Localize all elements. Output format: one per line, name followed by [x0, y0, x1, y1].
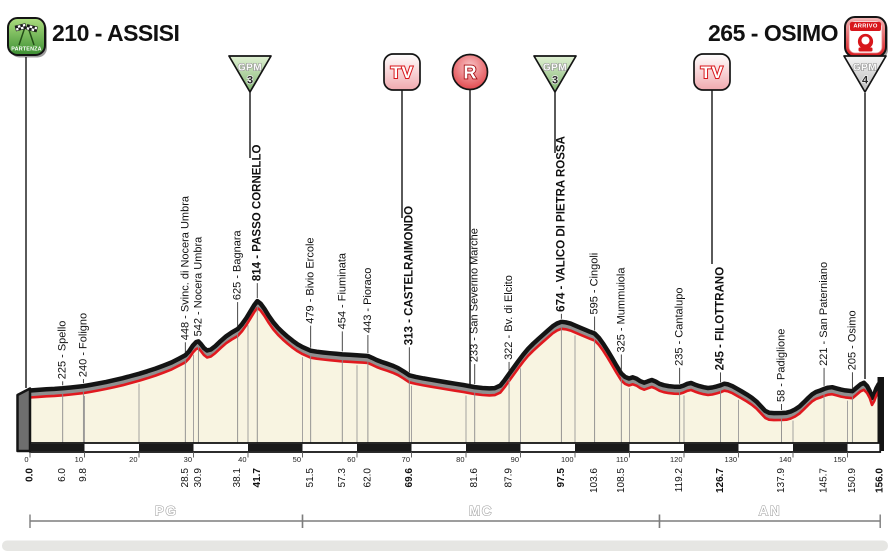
svg-text:97.5: 97.5 [556, 468, 567, 488]
feed-zone-icon: R [451, 53, 489, 91]
svg-text:30: 30 [184, 455, 192, 464]
svg-text:80: 80 [456, 455, 464, 464]
svg-text:130: 130 [724, 455, 737, 464]
waypoint-label: 240 - Foligno [77, 313, 89, 377]
svg-text:150.9: 150.9 [847, 468, 858, 493]
waypoint-label: 454 - Fiuminata [336, 252, 348, 329]
svg-text:9.8: 9.8 [78, 468, 89, 482]
waypoint-label: 221 - San Paterniano [818, 262, 830, 366]
svg-text:51.5: 51.5 [305, 468, 316, 488]
region-label: AN [759, 504, 782, 519]
waypoint-label: 625 - Bagnara [232, 229, 244, 300]
region-spans: PG MC AN [29, 503, 881, 528]
waypoint-label: 595 - Cingoli [589, 253, 601, 315]
waypoint-label: 674 - VALICO DI PIETRA ROSSA [555, 136, 567, 312]
svg-text:20: 20 [129, 455, 137, 464]
tv-icon: TV [383, 53, 421, 91]
svg-text:28.5: 28.5 [180, 468, 191, 488]
svg-text:41.7: 41.7 [252, 468, 263, 488]
partenza-icon: PARTENZA [7, 17, 47, 58]
km-value-labels: 0.0 6.0 9.8 28.5 30.9 38.1 41.7 51.5 57.3 62.0 69.… [25, 468, 886, 493]
svg-text:4: 4 [862, 75, 869, 87]
km-ruler: 0 10 20 30 40 50 60 70 80 90 100 110 120 130 140 150 [24, 442, 882, 464]
svg-text:PARTENZA: PARTENZA [11, 47, 42, 53]
svg-text:3: 3 [247, 75, 253, 87]
svg-text:50: 50 [293, 455, 301, 464]
svg-text:30.9: 30.9 [193, 468, 204, 488]
svg-text:57.3: 57.3 [337, 468, 348, 488]
svg-text:ARRIVO: ARRIVO [853, 24, 878, 30]
svg-text:40: 40 [238, 455, 246, 464]
svg-text:38.1: 38.1 [232, 468, 243, 488]
waypoint-label: 313 - CASTELRAIMONDO [403, 206, 415, 345]
waypoint-label: 58 - Padiglione [776, 329, 788, 402]
waypoint-labels: 225 - Spello 240 - Foligno 448 - Svinc. di… [57, 136, 858, 410]
arrivo-icon: ARRIVO [844, 16, 888, 60]
waypoint-label: 325 - Mummuiola [615, 267, 627, 353]
footer-bar [2, 540, 888, 551]
waypoint-label: 233 - San Severino Marche [469, 228, 481, 362]
svg-text:120: 120 [670, 455, 683, 464]
svg-text:0: 0 [24, 455, 28, 464]
svg-text:126.7: 126.7 [715, 468, 726, 493]
waypoint-label: 322 - Bv. di Elcito [503, 275, 515, 360]
svg-text:62.0: 62.0 [362, 468, 373, 488]
waypoint-label: 235 - Cantalupo [674, 288, 686, 366]
svg-text:TV: TV [391, 63, 414, 82]
svg-text:GPM: GPM [238, 63, 262, 74]
svg-text:140: 140 [779, 455, 792, 464]
start-title: 210 - ASSISI [52, 20, 180, 46]
profile-area [27, 298, 883, 443]
svg-text:87.9: 87.9 [504, 468, 515, 488]
waypoint-label: 479 - Bivio Ercole [305, 237, 317, 323]
waypoint-label: 225 - Spello [57, 321, 69, 380]
waypoint-label: 245 - FILOTTRANO [715, 267, 727, 371]
waypoint-label: 205 - Osimo [846, 310, 858, 370]
svg-text:TV: TV [701, 63, 724, 82]
svg-text:110: 110 [616, 455, 628, 464]
svg-text:145.7: 145.7 [819, 468, 830, 493]
svg-text:100: 100 [561, 455, 574, 464]
svg-text:137.9: 137.9 [776, 468, 787, 493]
gridlines [62, 306, 853, 443]
svg-text:156.0: 156.0 [875, 468, 886, 493]
svg-text:GPM: GPM [543, 63, 567, 74]
svg-text:R: R [464, 63, 477, 83]
svg-text:90: 90 [511, 455, 519, 464]
region-label: MC [469, 504, 493, 519]
svg-text:119.2: 119.2 [674, 468, 685, 493]
finish-title: 265 - OSIMO [708, 20, 838, 46]
svg-text:70: 70 [402, 455, 410, 464]
region-label: PG [155, 504, 178, 519]
waypoint-label: 542 - Nocera Umbra [192, 236, 204, 337]
svg-text:60: 60 [347, 455, 355, 464]
waypoint-label: 443 - Pioraco [362, 268, 374, 333]
tv-icon: TV [693, 53, 731, 91]
svg-text:10: 10 [75, 455, 83, 464]
waypoint-label: 448 - Svinc. di Nocera Umbra [179, 195, 191, 340]
svg-text:103.6: 103.6 [589, 468, 600, 493]
svg-text:6.0: 6.0 [57, 468, 68, 482]
svg-text:69.6: 69.6 [404, 468, 415, 488]
svg-text:108.5: 108.5 [616, 468, 627, 493]
svg-text:81.6: 81.6 [469, 468, 480, 488]
svg-text:3: 3 [552, 75, 558, 87]
svg-text:150: 150 [833, 455, 846, 464]
svg-text:GPM: GPM [853, 63, 877, 74]
svg-text:0.0: 0.0 [25, 468, 36, 482]
waypoint-label: 814 - PASSO CORNELLO [251, 145, 263, 282]
